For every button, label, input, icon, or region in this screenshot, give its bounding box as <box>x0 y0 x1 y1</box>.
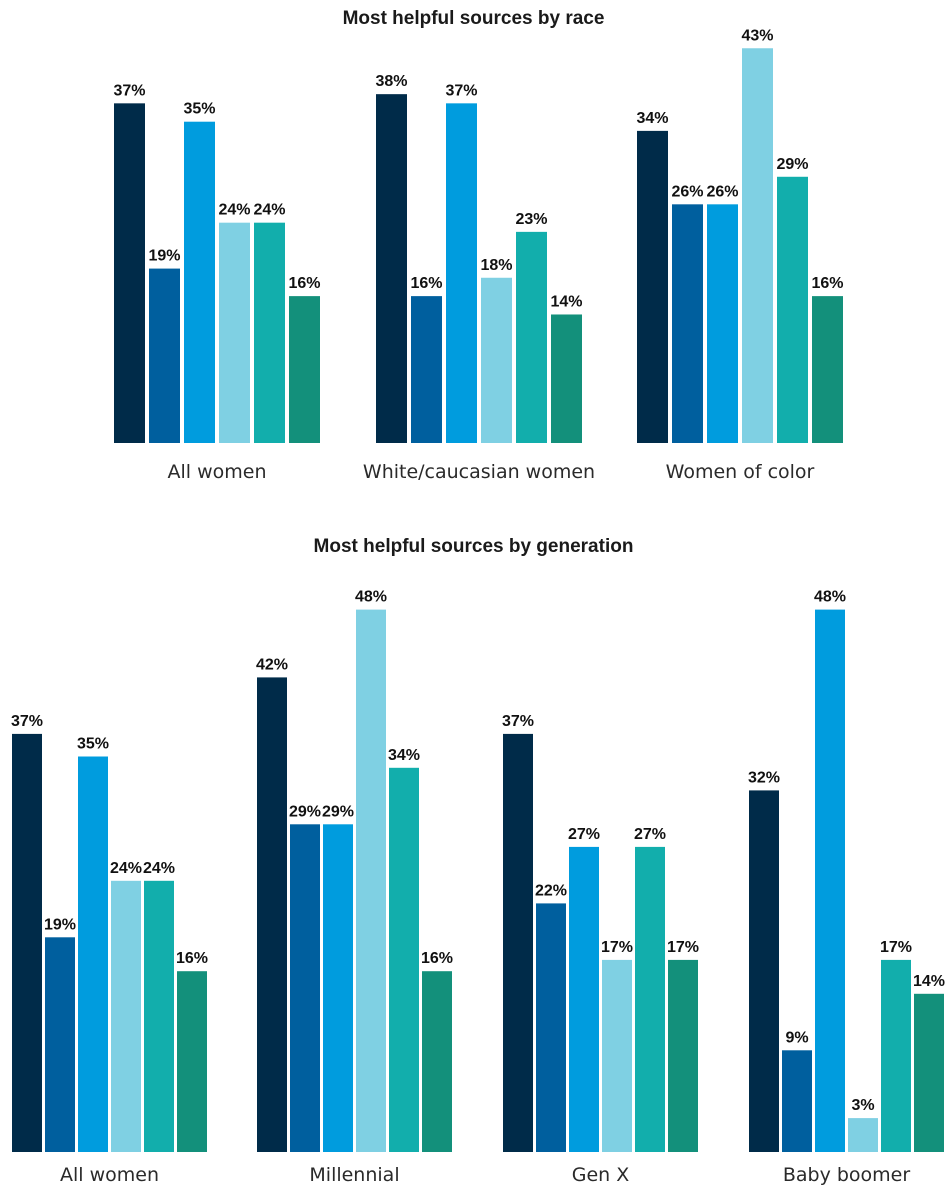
data-label: 35% <box>77 736 109 753</box>
bar-race-2-3 <box>742 48 773 443</box>
bar-race-2-4 <box>777 176 808 443</box>
category-label: All women <box>60 1164 159 1186</box>
data-label: 26% <box>706 183 738 200</box>
bar-generation-3-1 <box>782 1050 812 1152</box>
data-label: 16% <box>421 950 453 967</box>
bar-race-1-2 <box>446 103 477 443</box>
data-label: 19% <box>44 916 76 933</box>
category-label: Gen X <box>572 1164 630 1186</box>
data-label: 24% <box>218 202 250 219</box>
data-label: 24% <box>253 202 285 219</box>
data-label: 22% <box>535 882 567 899</box>
data-label: 29% <box>776 156 808 173</box>
bar-generation-0-1 <box>45 937 75 1152</box>
data-label: 24% <box>110 860 142 877</box>
bar-generation-3-5 <box>914 993 944 1152</box>
data-label: 18% <box>480 257 512 274</box>
bar-generation-1-3 <box>356 609 386 1152</box>
bar-generation-2-3 <box>602 959 632 1152</box>
data-label: 24% <box>143 860 175 877</box>
data-label: 17% <box>667 939 699 956</box>
bar-race-1-1 <box>411 296 442 443</box>
data-label: 17% <box>880 939 912 956</box>
category-label: Women of color <box>666 461 815 483</box>
data-label: 35% <box>183 101 215 118</box>
bar-generation-3-2 <box>815 609 845 1152</box>
bar-generation-1-1 <box>290 824 320 1152</box>
bar-race-1-5 <box>551 314 582 443</box>
bar-generation-2-0 <box>503 733 533 1152</box>
category-label: Millennial <box>309 1164 399 1186</box>
bar-generation-3-3 <box>848 1118 878 1152</box>
category-label: White/caucasian women <box>363 461 595 483</box>
data-label: 43% <box>741 27 773 44</box>
bar-race-1-4 <box>516 231 547 443</box>
data-label: 37% <box>445 82 477 99</box>
bar-generation-0-4 <box>144 880 174 1152</box>
data-label: 16% <box>176 950 208 967</box>
bar-race-2-0 <box>637 130 668 443</box>
data-label: 29% <box>322 803 354 820</box>
bar-generation-0-5 <box>177 971 207 1152</box>
bar-race-0-4 <box>254 222 285 443</box>
data-label: 23% <box>515 211 547 228</box>
data-label: 26% <box>671 183 703 200</box>
bar-race-0-3 <box>219 222 250 443</box>
bar-generation-1-5 <box>422 971 452 1152</box>
data-label: 48% <box>355 589 387 606</box>
data-label: 37% <box>502 713 534 730</box>
data-label: 16% <box>288 275 320 292</box>
data-label: 16% <box>410 275 442 292</box>
category-label: All women <box>168 461 267 483</box>
data-label: 32% <box>748 769 780 786</box>
data-label: 27% <box>568 826 600 843</box>
data-label: 37% <box>11 713 43 730</box>
bar-race-2-2 <box>707 204 738 443</box>
data-label: 42% <box>256 656 288 673</box>
bar-generation-0-0 <box>12 733 42 1152</box>
bar-generation-2-1 <box>536 903 566 1152</box>
data-label: 14% <box>913 973 945 990</box>
bar-race-2-5 <box>812 296 843 443</box>
bar-generation-3-4 <box>881 959 911 1152</box>
data-label: 27% <box>634 826 666 843</box>
bar-generation-0-3 <box>111 880 141 1152</box>
bar-race-0-0 <box>114 103 145 443</box>
data-label: 19% <box>148 248 180 265</box>
bar-generation-1-2 <box>323 824 353 1152</box>
bar-race-0-5 <box>289 296 320 443</box>
bar-generation-1-0 <box>257 677 287 1152</box>
bar-generation-0-2 <box>78 756 108 1152</box>
data-label: 9% <box>785 1029 808 1046</box>
bar-race-2-1 <box>672 204 703 443</box>
bar-race-1-3 <box>481 277 512 443</box>
data-label: 16% <box>811 275 843 292</box>
category-label: Baby boomer <box>783 1164 911 1186</box>
bar-race-1-0 <box>376 94 407 443</box>
bar-generation-2-4 <box>635 846 665 1152</box>
bar-race-0-2 <box>184 121 215 443</box>
chart-title-generation: Most helpful sources by generation <box>313 536 634 557</box>
data-label: 38% <box>375 73 407 90</box>
data-label: 34% <box>388 747 420 764</box>
data-label: 34% <box>636 110 668 127</box>
bar-generation-3-0 <box>749 790 779 1152</box>
data-label: 14% <box>550 293 582 310</box>
data-label: 37% <box>113 82 145 99</box>
data-label: 17% <box>601 939 633 956</box>
data-label: 48% <box>814 589 846 606</box>
bar-race-0-1 <box>149 268 180 443</box>
bar-generation-2-2 <box>569 846 599 1152</box>
bar-generation-2-5 <box>668 959 698 1152</box>
chart-title-race: Most helpful sources by race <box>342 8 605 29</box>
data-label: 3% <box>851 1097 874 1114</box>
bar-generation-1-4 <box>389 767 419 1152</box>
data-label: 29% <box>289 803 321 820</box>
